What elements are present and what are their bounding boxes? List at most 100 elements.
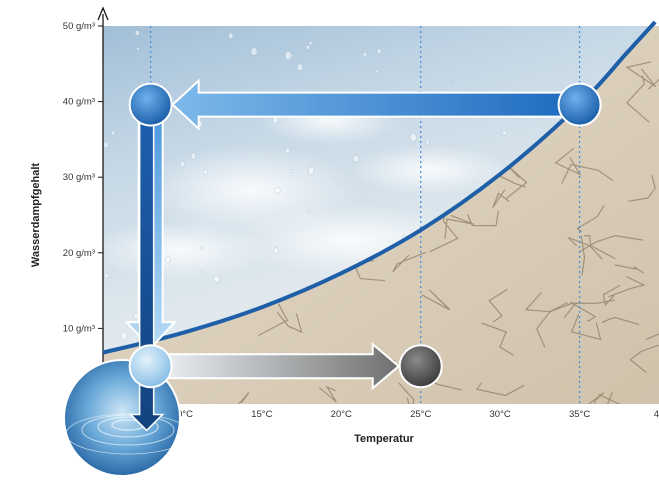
rewarming-arrow [167,342,401,391]
droplet [450,80,453,84]
crack [492,189,510,209]
crack [488,288,508,323]
droplet [383,116,387,121]
y-tick-label: 50 g/m³ [63,21,95,32]
drop-arrow [128,113,165,432]
droplet [136,46,140,51]
droplet [472,179,476,184]
droplet [190,152,197,160]
crack [587,392,605,404]
droplet [425,139,430,145]
crack [570,314,602,341]
x-tick-label: 25°C [410,409,431,420]
droplet [502,130,507,136]
crack [276,312,303,334]
droplet [200,269,204,273]
crack [601,316,640,326]
crack [576,204,605,233]
crack [648,78,659,90]
droplet [306,44,311,50]
crack [257,303,289,337]
droplet [120,331,128,341]
condensation-arrow [128,113,165,432]
crack [481,322,514,356]
crack [614,264,645,274]
x-tick-label: 30°C [490,409,511,420]
droplet [111,130,116,136]
crack [421,289,451,311]
droplet [375,68,379,73]
cloud [103,220,270,280]
droplet [290,168,295,174]
droplet [331,133,335,137]
droplet [228,32,234,39]
droplet [103,141,109,148]
crack [475,382,525,397]
droplet [409,133,417,142]
crack [398,382,415,404]
crack [598,391,621,404]
crack [608,276,646,298]
x-axis-title: Temperatur [354,433,414,445]
crack [467,210,499,227]
crack [570,301,597,322]
crack [567,236,603,260]
droplet [285,147,291,154]
crack [504,162,528,200]
y-axis-title: Wasserdampfgehalt [30,163,42,267]
droplet [363,51,368,58]
droplet [296,63,304,72]
crack [625,61,657,88]
y-tick-label: 20 g/m³ [63,248,95,259]
crack [554,147,582,176]
x-tick-label: 35°C [569,409,590,420]
cooling-arrow [171,78,569,131]
x-tick-label: 40 [654,409,659,420]
y-tick-label: 10 g/m³ [63,323,95,334]
droplet [200,245,204,250]
droplet [308,166,315,175]
crack [238,392,250,404]
droplet [307,209,311,213]
condensed-point [128,344,173,389]
crack [583,234,616,260]
droplet [336,184,341,189]
crack [580,235,586,276]
crack [602,284,621,307]
droplet [308,40,313,46]
crack [629,344,659,374]
axes: 10 g/m³ 20 g/m³ 30 g/m³ 40 g/m³ 50 g/m³ 10°C… [63,6,659,420]
x-tick-label: 20°C [331,409,352,420]
droplet [104,272,109,279]
droplet [284,50,292,60]
crack [563,299,616,319]
crack [579,234,644,253]
rewarmed-point [398,344,443,389]
crack [625,75,650,123]
crack [628,175,656,202]
crack [318,385,337,403]
saturation-curve [102,20,657,355]
droplet [213,274,220,283]
crack [536,301,575,348]
droplet [164,255,171,263]
droplet [203,169,208,176]
cooled-point [128,82,173,127]
droplet [133,312,139,320]
crack [524,292,568,313]
start-point [557,82,602,127]
droplet [250,47,258,56]
droplet [159,79,162,82]
state-points [128,82,602,389]
x-tick-label: 10°C [172,409,193,420]
crack [561,163,614,184]
droplet [273,247,280,255]
droplet [274,186,281,194]
droplet [134,29,140,36]
cloud [350,145,510,195]
droplet [376,48,382,55]
crack [392,251,427,273]
y-tick-label: 30 g/m³ [63,172,95,183]
droplet [179,161,185,168]
